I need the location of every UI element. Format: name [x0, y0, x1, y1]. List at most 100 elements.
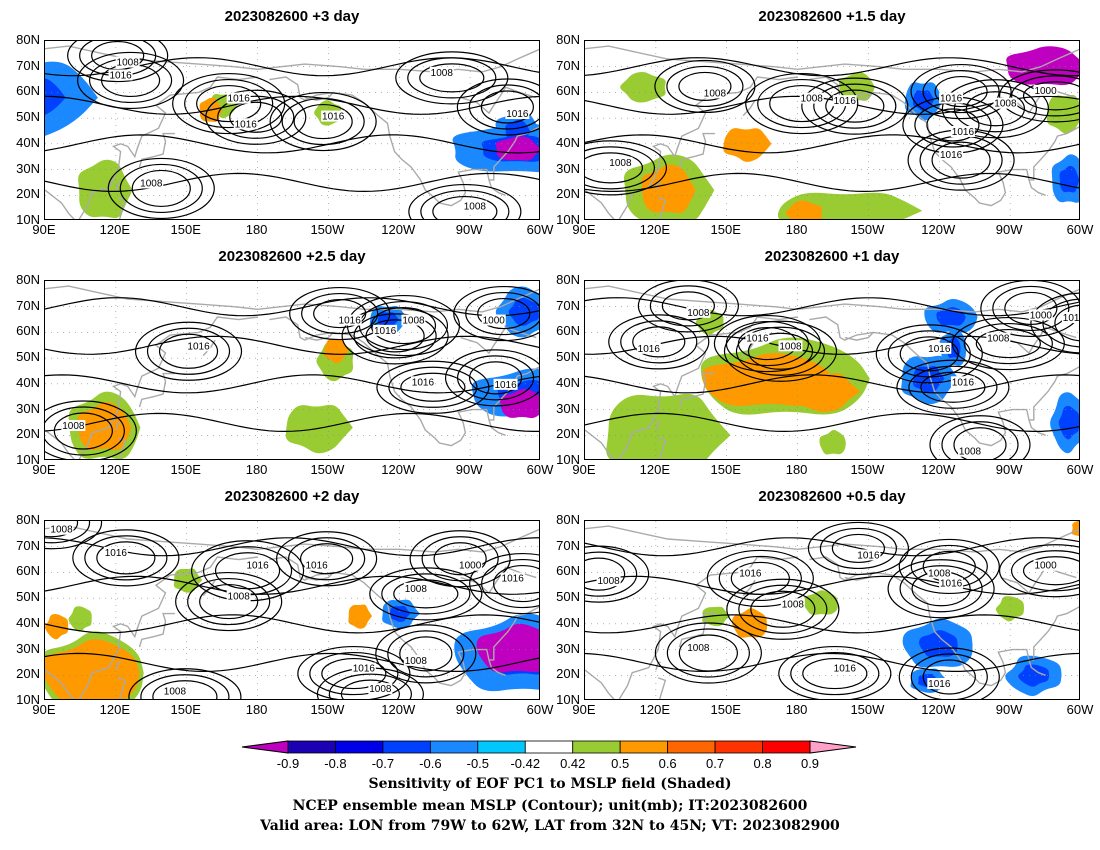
mslp-isobar — [585, 537, 1079, 557]
latitude-tick-label: 10N — [556, 452, 580, 467]
mslp-contour — [963, 322, 1053, 365]
mslp-contour — [1022, 81, 1079, 111]
coastline — [678, 372, 715, 408]
latitude-tick-label: 70N — [16, 297, 40, 313]
contour-label: 1000 — [1028, 309, 1053, 321]
mslp-contour — [444, 349, 539, 407]
mslp-contour — [269, 91, 377, 152]
mslp-contour — [293, 103, 353, 140]
coastline — [678, 612, 715, 648]
mslp-contour — [477, 297, 531, 330]
mslp-contour — [654, 622, 762, 684]
map-canvas: 1016 1016 1008 1000 1016 1016 1016 1008 — [45, 281, 539, 459]
longitude-tick-label: 120E — [99, 462, 131, 477]
positive-sensitivity-core — [324, 339, 349, 364]
mslp-contour — [1030, 292, 1079, 354]
mslp-contour — [620, 320, 698, 364]
contour-label: 1016 — [186, 340, 211, 352]
mslp-contour — [747, 332, 814, 370]
contour-label: 1008 — [429, 66, 454, 79]
negative-sensitivity-core — [508, 297, 539, 326]
svg-text:1016: 1016 — [305, 561, 328, 572]
mslp-contour — [353, 313, 437, 359]
coastline — [618, 316, 798, 459]
latitude-tick-label: 30N — [556, 160, 580, 176]
svg-text:1008: 1008 — [405, 584, 428, 595]
mslp-contour — [53, 412, 113, 450]
coastline — [45, 45, 435, 73]
coastline — [434, 528, 539, 553]
mslp-contour — [187, 577, 271, 626]
latitude-tick-label: 80N — [16, 512, 40, 527]
mslp-contour — [421, 536, 499, 582]
longitude-tick-label: 90E — [32, 462, 56, 477]
coastline — [115, 421, 121, 431]
mslp-contour — [309, 651, 399, 696]
svg-text:1008: 1008 — [687, 308, 710, 319]
mslp-contour — [229, 101, 283, 133]
longitude-tick-label: 120W — [921, 702, 956, 717]
mslp-contour — [608, 314, 710, 370]
coastline — [655, 421, 661, 431]
svg-text:1008: 1008 — [164, 687, 187, 698]
coastline — [585, 189, 615, 219]
latitude-tick-label: 80N — [16, 272, 40, 287]
svg-text:1000: 1000 — [1030, 310, 1053, 321]
positive-sensitivity-shading — [802, 590, 838, 615]
mslp-contour — [375, 624, 477, 684]
svg-text:1016: 1016 — [105, 548, 128, 559]
longitude-tick-label: 120E — [99, 702, 131, 717]
mslp-contour — [910, 653, 988, 699]
contour-label: 1016 — [939, 577, 964, 590]
coastline — [78, 556, 258, 699]
latitude-tick-label: 70N — [556, 57, 580, 73]
latitude-tick-label: 50N — [16, 109, 40, 125]
contour-label: 1008 — [139, 177, 164, 189]
contour-label: 1016 — [636, 342, 661, 355]
contour-label: 1008 — [686, 306, 711, 319]
mslp-contour — [300, 543, 354, 575]
mslp-contour — [134, 321, 243, 381]
longitude-tick-label: 90W — [995, 462, 1023, 477]
positive-sensitivity-shading — [68, 606, 92, 632]
longitude-tick-label: 60W — [526, 222, 554, 237]
colorbar-tick-label: 0.8 — [753, 756, 772, 771]
colorbar-segment — [382, 740, 431, 754]
contour-label: 1016 — [1061, 312, 1079, 324]
mslp-contour — [831, 533, 886, 564]
coastline — [117, 677, 127, 699]
mslp-contour — [45, 521, 79, 538]
mslp-isobar — [45, 297, 539, 317]
contour-label: 1016 — [226, 92, 251, 105]
panel-title: 2023082600 +0.5 day — [758, 488, 906, 505]
colorbar-segment — [287, 740, 336, 754]
strong-negative-sensitivity-shading — [495, 136, 539, 161]
contour-label: 1016 — [505, 108, 530, 120]
mslp-contour — [276, 531, 378, 587]
mslp-contour — [953, 427, 1007, 459]
svg-text:1016: 1016 — [940, 579, 963, 590]
contour-label: 1016 — [856, 549, 881, 561]
positive-sensitivity-shading — [1046, 94, 1079, 134]
svg-text:1008: 1008 — [228, 592, 251, 603]
latitude-tick-label: 70N — [16, 57, 40, 73]
mslp-contour — [409, 530, 511, 588]
contour-label: 1016 — [832, 95, 857, 107]
mslp-contour — [585, 140, 668, 196]
coastline — [809, 556, 1079, 687]
svg-text:1016: 1016 — [322, 112, 345, 123]
longitude-tick-label: 150E — [170, 702, 201, 717]
longitude-tick-label: 90W — [455, 702, 483, 717]
coastline — [78, 76, 258, 219]
latitude-tick-label: 70N — [556, 297, 580, 313]
svg-text:1008: 1008 — [402, 316, 425, 327]
mslp-contour — [898, 538, 1000, 595]
svg-text:1016: 1016 — [246, 561, 269, 572]
mslp-contour — [585, 152, 644, 184]
contour-label: 1008 — [61, 420, 86, 432]
contour-label: 1008 — [608, 156, 633, 169]
mslp-contour — [340, 679, 400, 699]
contour-label: 1008 — [401, 314, 426, 327]
latitude-tick-label: 60N — [16, 563, 40, 579]
